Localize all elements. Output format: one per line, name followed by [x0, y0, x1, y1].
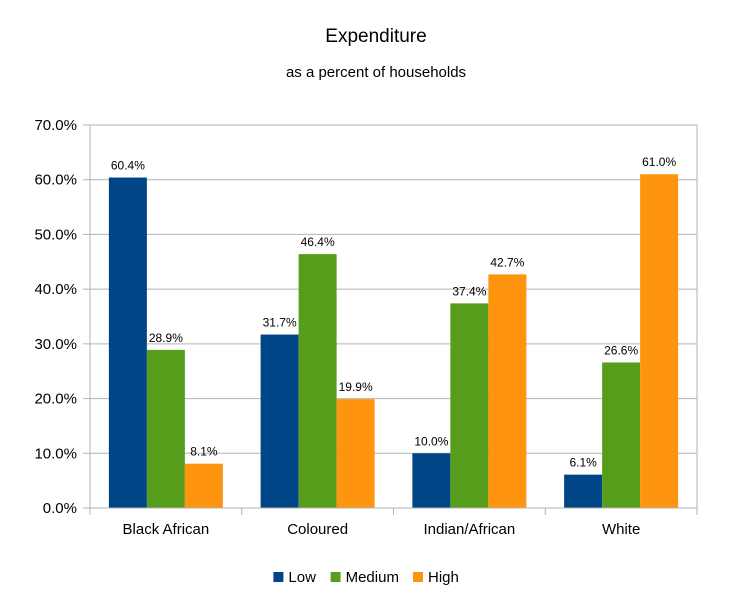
y-tick-label: 40.0%	[34, 281, 77, 298]
bar-medium	[602, 362, 641, 508]
y-tick-label: 10.0%	[34, 445, 77, 462]
data-label: 10.0%	[414, 434, 448, 448]
x-tick-label: Coloured	[287, 521, 348, 538]
bar-low	[108, 177, 147, 509]
legend: Low Medium High	[273, 569, 459, 586]
bar-low	[260, 334, 299, 508]
data-label: 19.9%	[339, 380, 373, 394]
data-label: 31.7%	[263, 316, 297, 330]
data-label: 61.0%	[642, 155, 676, 169]
chart-title: Expenditure	[325, 26, 426, 47]
x-tick-label: Black African	[123, 521, 210, 538]
bar-high	[488, 274, 527, 508]
y-tick-label: 20.0%	[34, 391, 77, 408]
legend-swatch-low	[273, 572, 284, 582]
x-tick-label: Indian/African	[424, 521, 516, 538]
bar-high	[184, 463, 223, 508]
legend-label-low: Low	[288, 569, 316, 586]
legend-label-high: High	[428, 569, 459, 586]
bar-high	[336, 399, 375, 508]
gridlines	[90, 124, 697, 509]
y-tick-label: 70.0%	[34, 117, 77, 134]
bar-low	[564, 474, 603, 508]
data-label: 60.4%	[111, 159, 145, 173]
data-label: 6.1%	[569, 456, 597, 470]
y-tick-label: 50.0%	[34, 226, 77, 243]
bar-low	[412, 453, 451, 508]
bar-medium	[298, 254, 337, 508]
y-tick-label: 60.0%	[34, 172, 77, 189]
bar-medium	[146, 349, 185, 508]
data-label: 46.4%	[301, 235, 335, 249]
y-tick-label: 0.0%	[43, 500, 77, 517]
data-label: 26.6%	[604, 343, 638, 357]
legend-label-medium: Medium	[346, 569, 399, 586]
bars	[108, 174, 679, 509]
data-labels: 60.4% 28.9% 8.1% 31.7% 46.4% 19.9% 10.0% 37.4% 4…	[111, 155, 677, 469]
x-tick-label: White	[602, 521, 640, 538]
legend-swatch-medium	[330, 572, 341, 582]
bar-medium	[450, 303, 489, 508]
y-axis: 0.0% 10.0% 20.0% 30.0% 40.0% 50.0% 60.0% 70.0%	[34, 117, 698, 517]
x-axis: Black African Coloured Indian/African White	[89, 507, 698, 538]
legend-swatch-high	[413, 572, 423, 582]
y-tick-label: 30.0%	[34, 336, 77, 353]
chart-subtitle: as a percent of households	[286, 64, 466, 81]
data-label: 28.9%	[149, 331, 183, 345]
data-label: 37.4%	[452, 284, 486, 298]
bar-high	[640, 174, 679, 508]
data-label: 8.1%	[190, 445, 218, 459]
data-label: 42.7%	[490, 255, 524, 269]
